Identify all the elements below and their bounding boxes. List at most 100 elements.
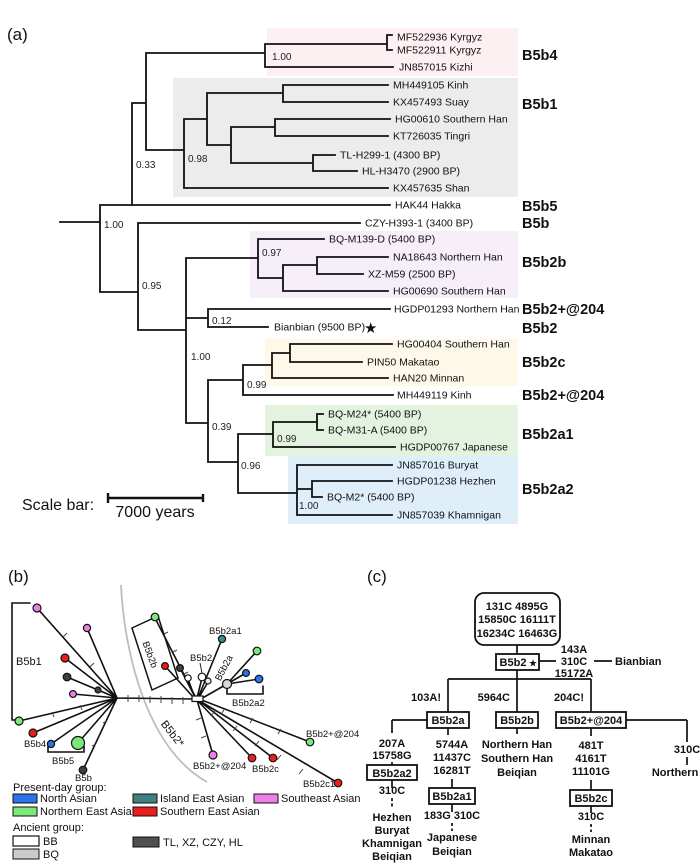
clade-labels: B5b4 B5b1 B5b5 B5b B5b2b B5b2+@204 B5b2 …	[522, 48, 604, 498]
population-label: Beiqian	[372, 851, 412, 863]
clade-label: B5b5	[522, 199, 557, 215]
taxon-label: HAN20 Minnan	[393, 373, 464, 385]
mutation-label: 11437C	[433, 752, 471, 764]
mutation-label: 15758G	[372, 750, 411, 762]
diagram-connectors	[391, 645, 688, 813]
taxon-label: TL-H299-1 (4300 BP)	[340, 150, 440, 162]
taxon-label: BQ-M139-D (5400 BP)	[329, 234, 435, 246]
clade-label: B5b1	[522, 97, 557, 113]
legend-swatch	[132, 806, 158, 817]
mutation-label: 183G 310C	[424, 810, 480, 822]
support-value: 1.00	[191, 352, 211, 363]
legend-swatch	[12, 848, 40, 860]
legend: Present-day group: North Asian Island Ea…	[12, 782, 361, 861]
network-label: B5b5	[52, 756, 74, 767]
network-node	[82, 623, 92, 633]
taxon-label: PIN50 Makatao	[367, 357, 440, 369]
legend-swatch	[253, 793, 279, 804]
haplogroup-label: B5b2b	[500, 715, 534, 727]
network-label: B5b2	[190, 653, 212, 664]
scale-bar-label: Scale bar:	[22, 497, 94, 514]
mutation-label: 310C	[578, 811, 604, 823]
panel-b-network: (b)	[8, 567, 361, 861]
network-node	[68, 689, 77, 698]
support-value: 0.97	[262, 248, 282, 259]
network-node	[60, 653, 70, 663]
panel-a-phylogenetic-tree: (a) MF522936 Kyrgyz MF522911 Kyrgyz JN85…	[7, 25, 604, 524]
network-node	[268, 753, 278, 763]
taxon-label: NA18643 Northern Han	[393, 252, 503, 264]
clade-label: B5b2c	[522, 355, 566, 371]
legend-swatch	[12, 835, 40, 847]
mutation-list: 15850C 16111T	[478, 614, 556, 626]
mutation-label: 5744A	[436, 739, 468, 751]
panel-a-label: (a)	[7, 25, 28, 44]
red-star-icon: ★	[364, 320, 377, 337]
network-label: B5b2c1	[303, 779, 335, 790]
taxon-label: HGDP00767 Japanese	[400, 442, 508, 454]
population-label: Makatao	[569, 847, 613, 859]
diagram-dashed-connectors	[391, 798, 592, 832]
network-label: B5b	[75, 773, 92, 784]
taxon-label: HG00404 Southern Han	[397, 339, 510, 351]
network-node	[208, 750, 218, 760]
legend-swatch	[12, 793, 38, 804]
clade-label: B5b2+@204	[522, 302, 604, 318]
b5b2a-box	[426, 711, 470, 729]
clade-label: B5b2b	[522, 255, 566, 271]
b5b2b-box	[131, 614, 179, 692]
network-label: B5b2a1	[209, 626, 242, 637]
network-node	[14, 716, 24, 726]
mutation-label: 11101G	[572, 766, 610, 778]
network-node	[70, 735, 86, 751]
panel-b-label: (b)	[8, 567, 29, 586]
mutation-label: 143A	[561, 644, 587, 656]
support-value: 1.00	[272, 52, 292, 63]
network-node	[305, 737, 315, 747]
red-star-icon: ★	[529, 659, 538, 670]
network-node	[217, 634, 227, 644]
legend-swatch	[12, 806, 38, 817]
taxon-label: JN857015 Kizhi	[399, 62, 473, 74]
network-node	[254, 674, 264, 684]
b5b2b-box	[495, 711, 539, 729]
network-label: B5b2+@204	[193, 761, 246, 772]
support-value: 1.00	[104, 220, 124, 231]
support-value: 0.99	[277, 434, 297, 445]
support-value: 0.12	[212, 316, 232, 327]
support-value: 1.00	[299, 501, 319, 512]
legend-label: Island East Asian	[160, 793, 244, 805]
taxon-labels: MF522936 Kyrgyz MF522911 Kyrgyz JN857015…	[274, 32, 520, 522]
mutation-label: 5964C	[478, 692, 510, 704]
b5b2c-box	[569, 789, 613, 807]
taxon-label: CZY-H393-1 (3400 BP)	[365, 218, 473, 230]
taxon-label: Bianbian (9500 BP)	[274, 322, 365, 334]
legend-swatch	[132, 836, 160, 848]
mutation-label: 207A	[379, 738, 405, 750]
b5b2a2-bracket	[226, 685, 264, 695]
network-node	[242, 668, 251, 677]
taxon-label: MF522911 Kyrgyz	[397, 45, 481, 57]
support-value: 0.95	[142, 281, 162, 292]
network-node	[221, 678, 233, 690]
legend-label: TL, XZ, CZY, HL	[163, 837, 243, 849]
b5b2-box	[495, 653, 540, 671]
mutation-label: 4161T	[575, 753, 606, 765]
taxon-label: HGDP01238 Hezhen	[397, 476, 496, 488]
clade-label: B5b2+@204	[522, 388, 604, 404]
b5b5-bracket	[47, 745, 85, 753]
population-label: Minnan	[572, 834, 611, 846]
network-node	[252, 646, 262, 656]
network-node	[333, 778, 343, 788]
network-node	[150, 612, 160, 622]
network-node	[184, 674, 192, 682]
network-node	[204, 677, 212, 685]
taxon-label: MH449105 Kinh	[393, 80, 468, 92]
network-label: B5b2c	[252, 764, 279, 775]
b5b2a2-box	[366, 764, 418, 781]
network-label: B5b1	[16, 656, 42, 668]
population-label: Beiqian	[497, 767, 537, 779]
mutation-label: 310C	[561, 656, 587, 668]
population-label: Hezhen	[372, 812, 411, 824]
network-node	[191, 695, 204, 703]
